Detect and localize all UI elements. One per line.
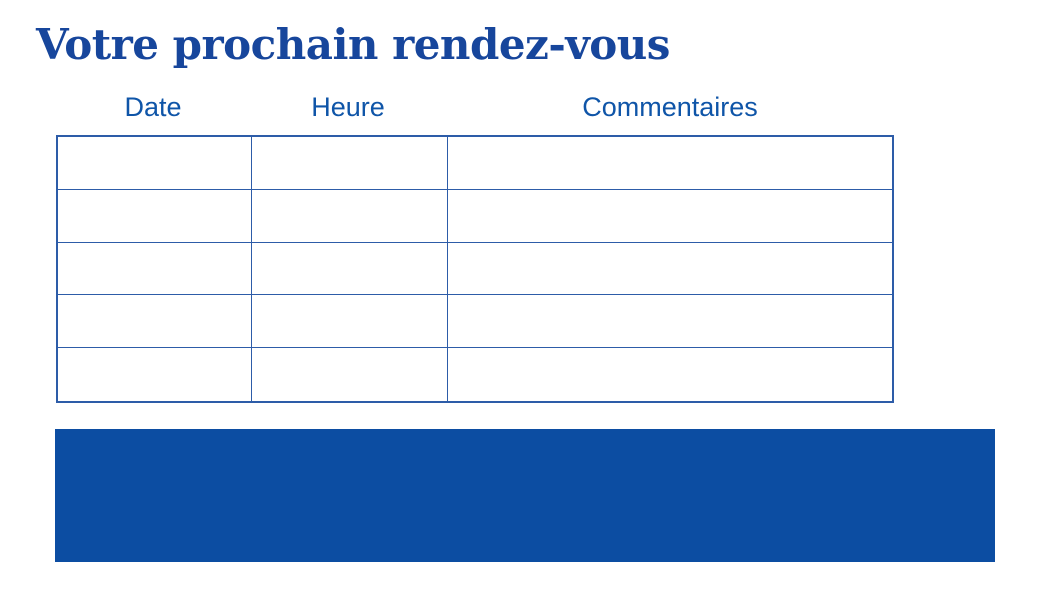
table-cell[interactable]: [58, 295, 252, 349]
table-cell[interactable]: [58, 242, 252, 296]
table-cell[interactable]: [252, 137, 448, 190]
appointments-table: [56, 135, 894, 403]
column-header-date: Date: [124, 92, 182, 122]
column-header-commentaires: Commentaires: [582, 92, 758, 122]
table-cell[interactable]: [448, 295, 892, 349]
table-cell[interactable]: [58, 137, 252, 190]
table-cell[interactable]: [58, 189, 252, 243]
table-cell[interactable]: [252, 295, 448, 349]
page-title: Votre prochain rendez-vous: [36, 20, 670, 69]
table-cell[interactable]: [448, 190, 892, 243]
table-cell[interactable]: [252, 348, 448, 401]
footer-banner: [55, 429, 995, 562]
table-column-headers: Date Heure Commentaires: [56, 92, 894, 122]
table-cell[interactable]: [252, 189, 448, 243]
table-cell[interactable]: [58, 348, 252, 401]
column-header-heure: Heure: [311, 92, 385, 122]
table-cell[interactable]: [448, 348, 892, 401]
table-cell[interactable]: [252, 242, 448, 296]
table-cell[interactable]: [448, 137, 892, 190]
table-cell[interactable]: [448, 243, 892, 296]
